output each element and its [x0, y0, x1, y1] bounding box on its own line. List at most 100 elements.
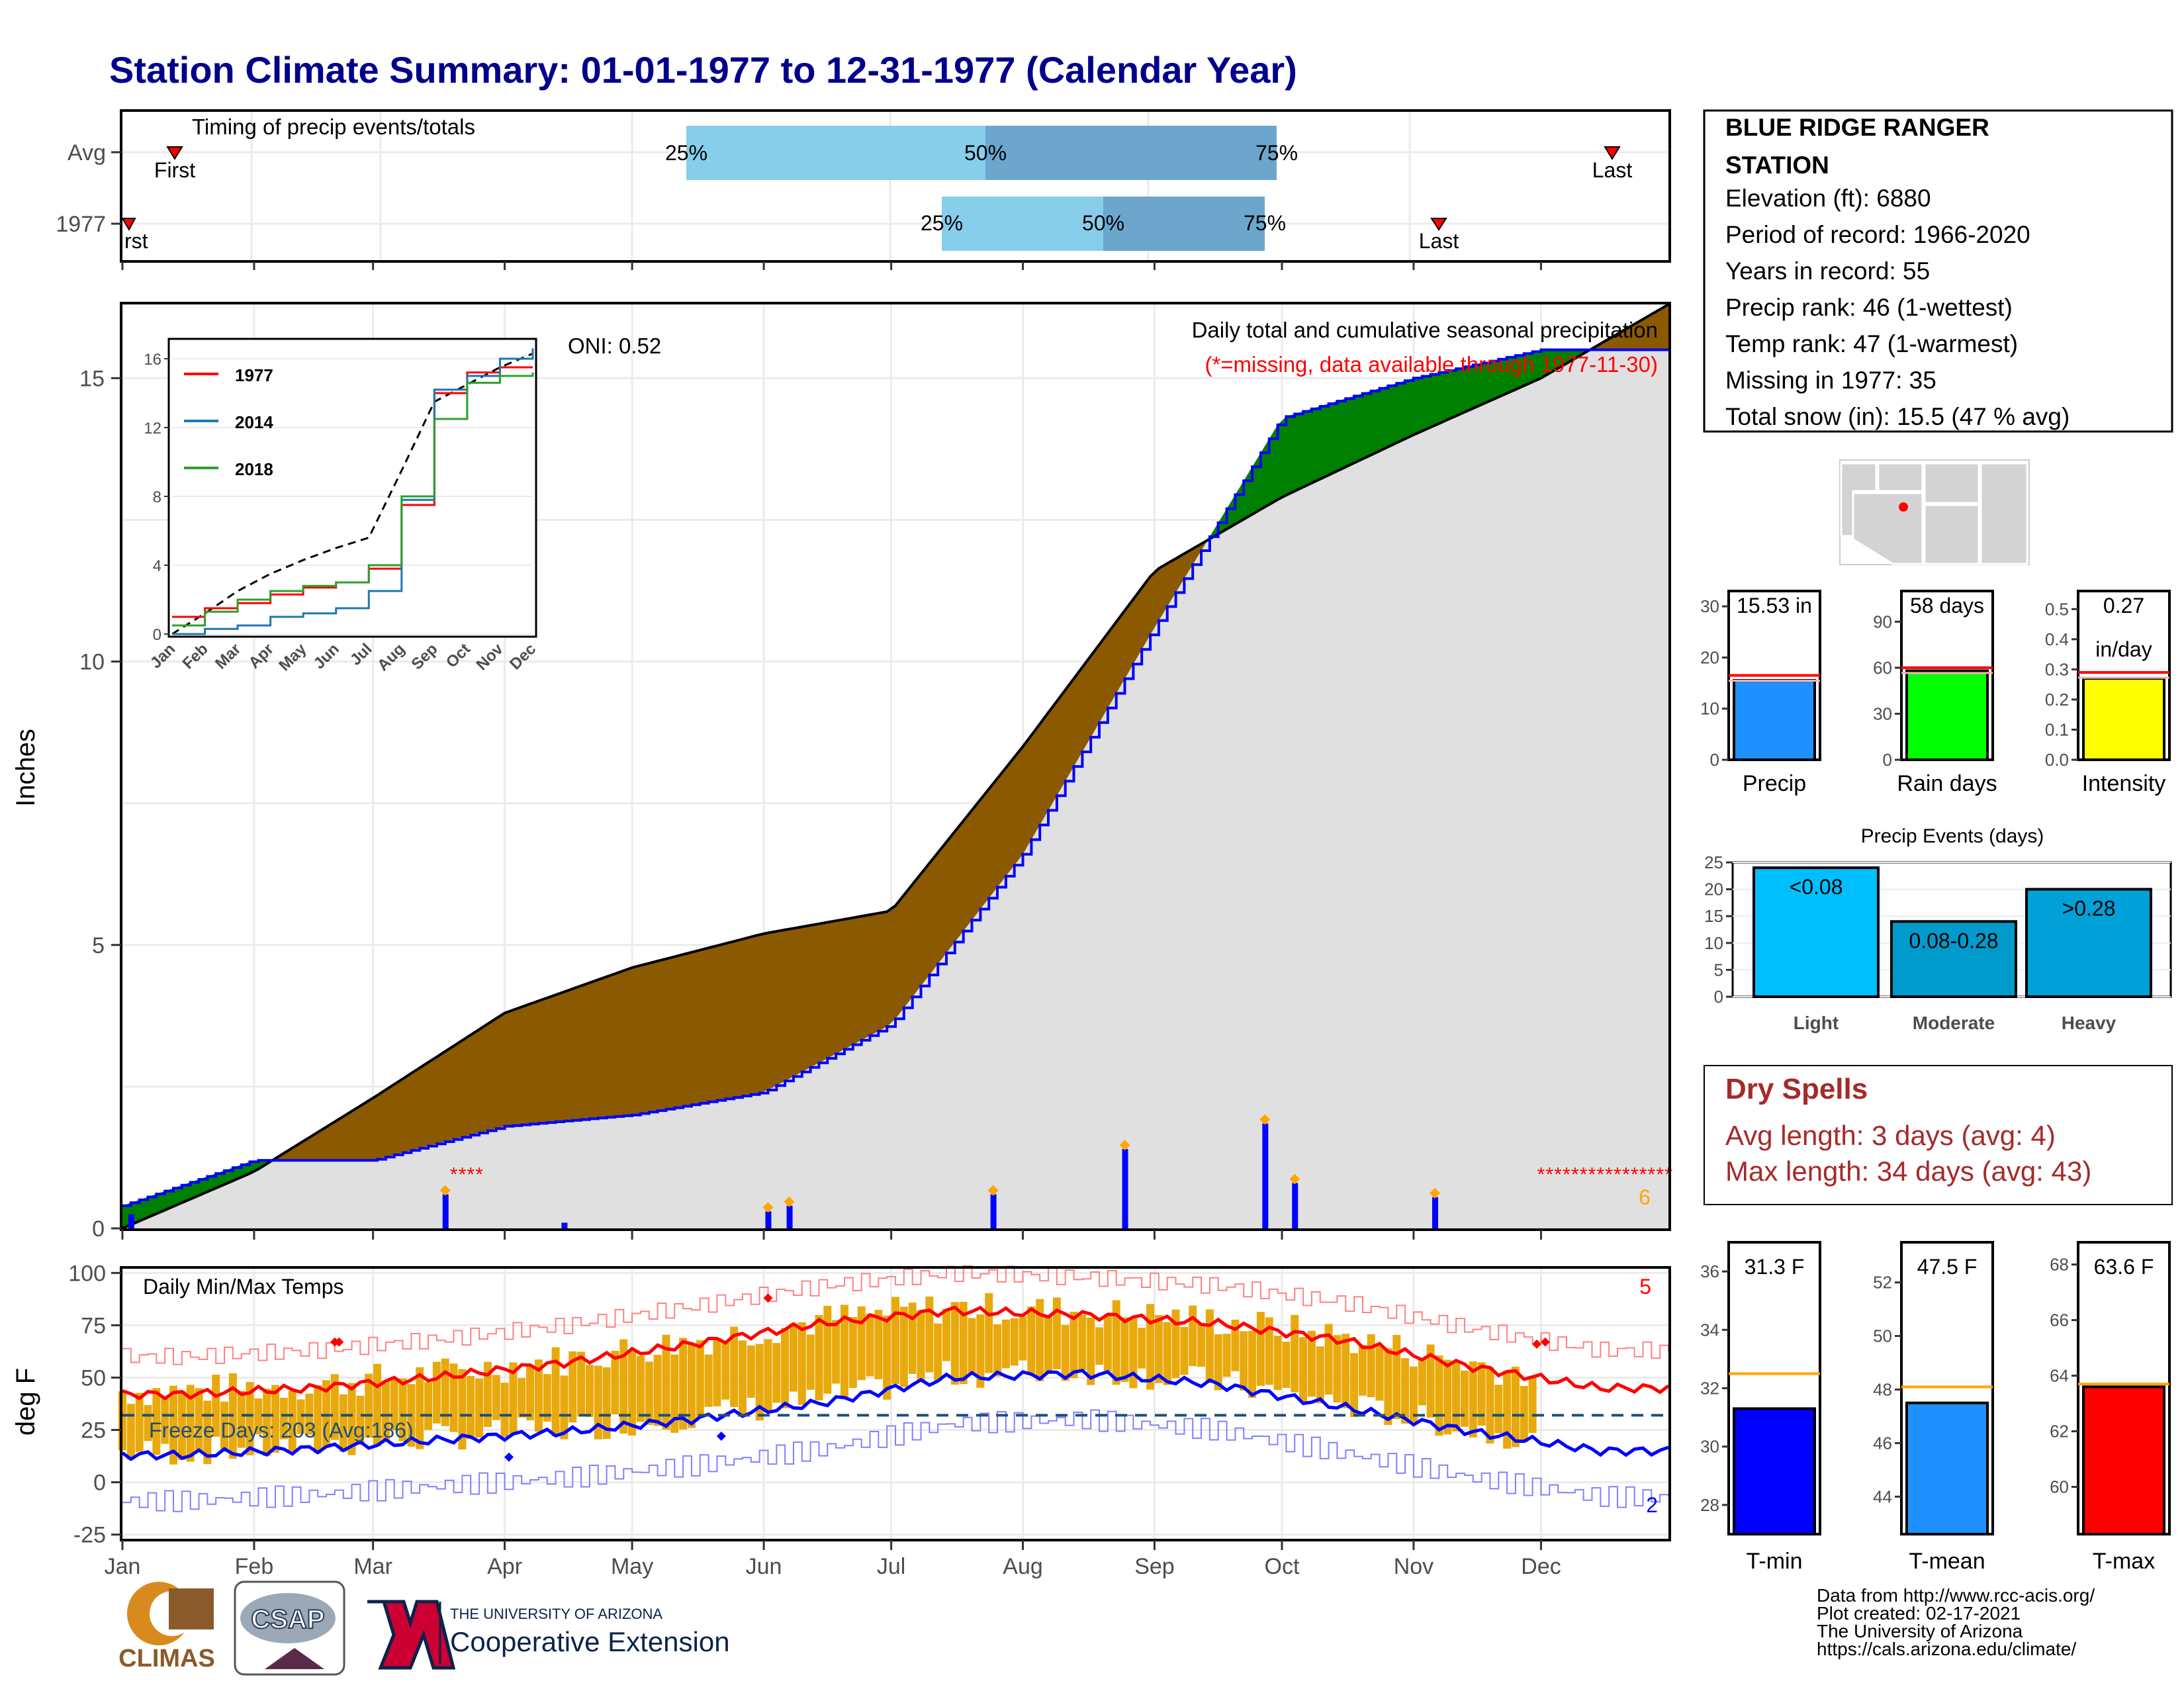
daily-temp-bar — [212, 1375, 220, 1437]
precip-ytick: 15 — [79, 366, 105, 391]
footer-line-2: Plot created: 02-17-2021 — [1817, 1603, 2021, 1623]
y1977-last-label: Last — [1419, 229, 1459, 253]
temp-summary-value-label: 47.5 F — [1917, 1255, 1978, 1279]
daily-temp-bar — [416, 1367, 424, 1449]
daily-temp-bar — [1069, 1311, 1078, 1379]
footer-line-4: https://cals.arizona.edu/climate/ — [1817, 1639, 2076, 1659]
daily-temp-bar — [1265, 1317, 1273, 1385]
events-bar-heavy — [2025, 888, 2152, 998]
precip-header: Daily total and cumulative seasonal prec… — [1192, 318, 1658, 342]
temp-summary-ytick: 52 — [1873, 1273, 1892, 1293]
daily-temp-bar — [1384, 1348, 1392, 1426]
daily-temp-bar — [730, 1326, 739, 1407]
normal-precip-fill — [122, 304, 1668, 1228]
daily-temp-bar — [1409, 1366, 1418, 1422]
events-bar-inner-label: <0.08 — [1790, 875, 1843, 899]
daily-temp-bar — [1486, 1367, 1494, 1444]
freeze-days-label: Freeze Days: 203 (Avg:186) — [149, 1418, 414, 1442]
daily-precip-bar — [1122, 1149, 1128, 1228]
daily-temp-bar — [908, 1303, 917, 1374]
daily-temp-bar — [458, 1369, 467, 1450]
y1977-p25-label: 25% — [921, 211, 963, 235]
daily-temp-bar — [1146, 1304, 1155, 1390]
precip_bars-ytick: 20 — [1700, 647, 1719, 667]
ua-logo: THE UNIVERSITY OF ARIZONA Cooperative Ex… — [367, 1600, 730, 1670]
events-chart: 0 5 10 15 20 25 <0.08 Light 0.08-0.28 Moderate >0.… — [1704, 852, 2172, 1033]
daily-precip-marker — [1430, 1187, 1441, 1199]
daily-temp-bar — [1205, 1309, 1214, 1383]
temp-summary-value-label: 31.3 F — [1745, 1255, 1805, 1279]
inset-frame — [167, 338, 537, 638]
daily-temp-bar — [288, 1391, 296, 1451]
record-high-marker — [1540, 1337, 1550, 1347]
temp-summary-ytick: 62 — [2050, 1422, 2069, 1441]
inset-ytick: 16 — [144, 351, 161, 369]
station-years: Years in record: 55 — [1725, 257, 1930, 285]
daily-temp-bar — [1282, 1342, 1291, 1388]
page-title: Station Climate Summary: 01-01-1977 to 1… — [109, 49, 1297, 91]
daily-temp-bar — [1001, 1319, 1010, 1369]
legend-1977: 1977 — [235, 365, 273, 385]
month-tick: May — [611, 1554, 653, 1579]
daily-temp-bar — [1392, 1335, 1401, 1420]
daily-temp-bar — [585, 1365, 594, 1417]
intensity_bars-ytick: 0.3 — [2045, 659, 2069, 679]
missing-star: * — [1605, 1164, 1613, 1185]
daily-temp-bar — [1333, 1335, 1342, 1402]
deficit-fill — [275, 304, 1668, 1161]
record-max-line — [122, 1265, 1669, 1365]
events-xtick: Light — [1794, 1013, 1839, 1033]
daily-temp-bar — [1027, 1306, 1036, 1375]
daily-temp-bar — [950, 1302, 959, 1385]
temp-summary-ytick: 48 — [1873, 1380, 1892, 1400]
daily-temp-bar — [152, 1388, 161, 1455]
inset-avg-line — [171, 352, 533, 635]
daily-temp-bar — [815, 1314, 823, 1400]
daily-precip-bar — [128, 1214, 134, 1228]
daily-temp-bar — [569, 1351, 577, 1423]
daily-temp-bar — [1418, 1358, 1426, 1406]
month-tick: Dec — [1521, 1554, 1561, 1579]
y1977-first-label: rst — [124, 229, 148, 253]
temp-ytick: 100 — [68, 1261, 106, 1286]
missing-star: * — [1545, 1164, 1553, 1185]
precip-ytick: 5 — [92, 933, 105, 958]
temp-summary-ytick: 44 — [1873, 1486, 1892, 1506]
temp-ytick: 0 — [93, 1471, 106, 1496]
avg-last-marker — [1604, 146, 1621, 160]
daily-precip-bar — [1292, 1183, 1298, 1228]
missing-star: * — [475, 1164, 483, 1185]
daily-precip-bar — [561, 1222, 568, 1228]
daily-temp-bar — [848, 1316, 857, 1389]
daily-precip-bar — [1262, 1123, 1269, 1228]
daily-temp-bar — [874, 1310, 883, 1379]
missing-star: * — [1656, 1164, 1664, 1185]
daily-temp-bar — [1273, 1336, 1282, 1391]
daily-temp-bar — [1120, 1317, 1129, 1383]
daily-temp-bar — [432, 1361, 441, 1424]
intensity_bars-xlabel: Intensity — [2082, 771, 2166, 796]
station-info-frame — [1703, 109, 2173, 433]
temp-summary-ytick: 30 — [1700, 1437, 1719, 1457]
precip_bars-ytick: 10 — [1700, 699, 1719, 719]
inset-legend: 1977 2014 2018 — [184, 365, 273, 479]
month-tick: Feb — [235, 1554, 274, 1579]
daily-temp-bar — [1222, 1334, 1231, 1377]
daily-temp-bar — [628, 1349, 637, 1436]
avg-first-label: First — [154, 158, 195, 182]
normal-precip-line — [122, 303, 1670, 1230]
temp-summary-ytick: 64 — [2050, 1366, 2069, 1386]
missing-star: * — [1596, 1164, 1604, 1185]
avg-tmin-line — [121, 1369, 1669, 1461]
month-tick: Nov — [1394, 1554, 1433, 1579]
missing-star: * — [1554, 1164, 1562, 1185]
daily-temp-bar — [1171, 1309, 1180, 1379]
missing-note: (*=missing, data available through 1977-… — [1205, 352, 1658, 377]
daily-temp-bar — [925, 1297, 934, 1373]
daily-temp-bar — [1154, 1315, 1163, 1383]
dry-spells-frame — [1704, 1065, 2173, 1205]
month-tick: Apr — [487, 1554, 522, 1579]
daily-temp-bar — [492, 1375, 500, 1420]
temp-summary-ytick: 36 — [1700, 1261, 1719, 1281]
